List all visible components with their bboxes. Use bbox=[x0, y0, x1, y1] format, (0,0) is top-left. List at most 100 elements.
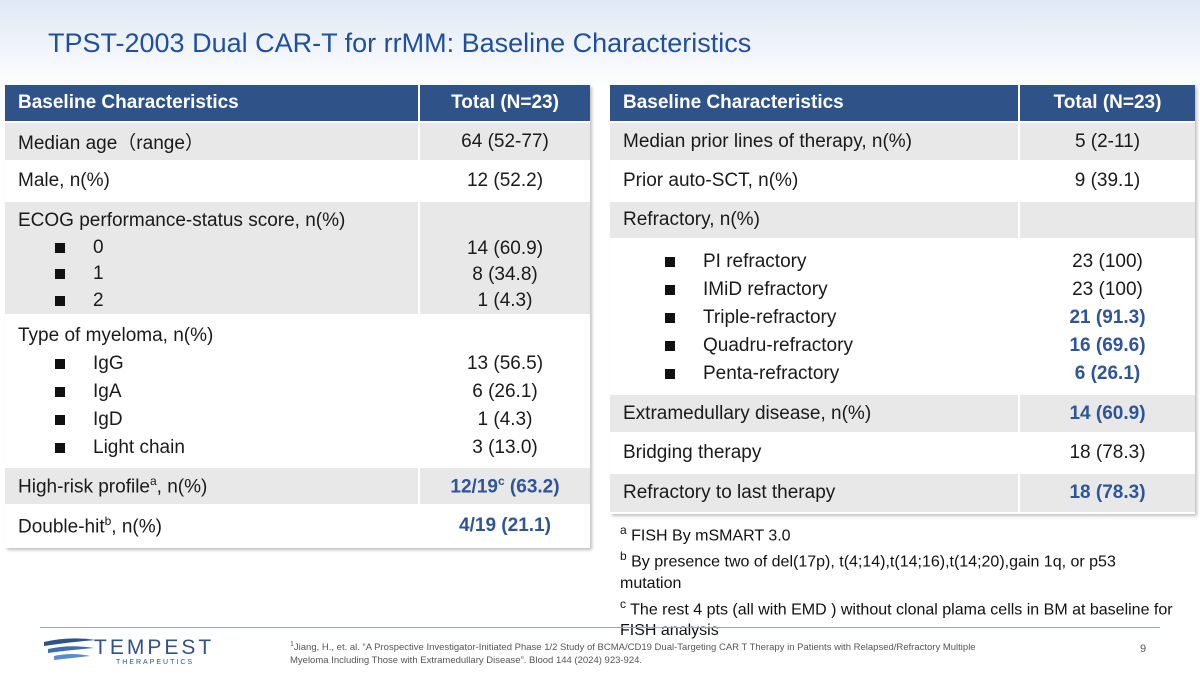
table-row: Double-hitb, n(%) 4/19 (21.1) bbox=[5, 506, 590, 548]
item-label: PI refractory bbox=[703, 251, 807, 272]
header-cell: Baseline Characteristics bbox=[610, 85, 1020, 121]
item: 1 (4.3) bbox=[478, 406, 533, 434]
cell: 13 (56.5) 6 (26.1) 1 (4.3) 3 (13.0) bbox=[420, 316, 590, 466]
row-label: Refractory to last therapy bbox=[623, 482, 835, 504]
item-value: 1 (4.3) bbox=[477, 290, 533, 311]
header-text: Baseline Characteristics bbox=[623, 92, 844, 113]
cell: 64 (52-77) bbox=[420, 123, 590, 160]
footnote-text: By presence two of del(17p), t(4;14),t(1… bbox=[620, 553, 1116, 592]
bullet bbox=[55, 415, 65, 425]
row-value-text: 4/19 (21.1) bbox=[459, 515, 551, 536]
header-cell: Total (N=23) bbox=[1020, 85, 1195, 121]
item: 2 bbox=[18, 288, 104, 315]
item-label: IgD bbox=[93, 409, 123, 430]
row-value-text: 12/19 bbox=[450, 476, 498, 498]
item-label: 1 bbox=[93, 263, 104, 285]
logo-icon bbox=[44, 638, 96, 660]
row-label: Type of myeloma, n(%) bbox=[18, 325, 214, 346]
row-label-text: Extramedullary disease, n(%) bbox=[623, 402, 872, 424]
table-header: Baseline Characteristics Total (N=23) bbox=[5, 85, 590, 123]
item-label: IgA bbox=[93, 381, 122, 402]
footnote: c The rest 4 pts (all with EMD ) without… bbox=[620, 594, 1180, 641]
row-label-text: Double-hit bbox=[18, 516, 105, 538]
item-value: 14 (60.9) bbox=[466, 238, 544, 259]
item: 1 bbox=[18, 261, 104, 288]
footnote-text: FISH By mSMART 3.0 bbox=[626, 527, 791, 545]
item: IgA bbox=[18, 378, 122, 406]
bullet bbox=[55, 359, 65, 369]
cell bbox=[1020, 202, 1195, 238]
item: 13 (56.5) bbox=[467, 350, 543, 378]
cell: Median age（range） bbox=[5, 123, 420, 160]
row-label-text: Median age（range） bbox=[18, 133, 204, 154]
reference-text: Jiang, H., et. al. “A Prospective Invest… bbox=[290, 642, 976, 667]
item-label: Quadru-refractory bbox=[703, 335, 853, 356]
table-row: PI refractory IMiD refractory Triple-refra… bbox=[610, 240, 1195, 395]
row-value-sup: c bbox=[497, 473, 505, 488]
table-row: Prior auto-SCT, n(%) 9 (39.1) bbox=[610, 162, 1195, 202]
row-label: Extramedullary disease, n(%) bbox=[623, 403, 871, 425]
bullet bbox=[665, 341, 675, 351]
item-value: 21 (91.3) bbox=[1069, 307, 1146, 328]
item-value: 8 (34.8) bbox=[472, 264, 538, 285]
row-value-suffix: (63.2) bbox=[504, 476, 560, 498]
item: 3 (13.0) bbox=[472, 434, 537, 462]
item: 16 (69.6) bbox=[1069, 332, 1145, 360]
item: Light chain bbox=[18, 434, 185, 462]
row-label-suffix: , n(%) bbox=[111, 516, 162, 538]
item-value: 13 (56.5) bbox=[466, 353, 544, 374]
item: IgD bbox=[18, 406, 123, 434]
row-value: 14 (60.9) bbox=[1069, 403, 1145, 425]
row-value-text: 5 (2-11) bbox=[1074, 130, 1141, 152]
logo-name: TEMPEST bbox=[94, 636, 215, 659]
item-label: Triple-refractory bbox=[703, 307, 837, 328]
item: Triple-refractory bbox=[623, 304, 836, 332]
table-row: Median age（range） 64 (52-77) bbox=[5, 123, 590, 162]
cell: Bridging therapy bbox=[610, 434, 1020, 472]
item-label: 0 bbox=[93, 236, 104, 258]
footnote-text: The rest 4 pts (all with EMD ) without c… bbox=[620, 600, 1173, 639]
item: 1 (4.3) bbox=[478, 288, 533, 314]
table: Baseline Characteristics Total (N=23) Medi… bbox=[610, 85, 1195, 514]
footnote: a FISH By mSMART 3.0 bbox=[620, 520, 1180, 546]
row-value: 18 (78.3) bbox=[1069, 482, 1145, 504]
row-label-suffix: , n(%) bbox=[156, 476, 208, 498]
table-row: Type of myeloma, n(%) IgG IgA IgD Light chai… bbox=[5, 316, 590, 468]
row-value-text: 18 (78.3) bbox=[1069, 482, 1146, 503]
footnote-mark: c bbox=[620, 596, 626, 611]
footnote: b By presence two of del(17p), t(4;14),t… bbox=[620, 546, 1180, 593]
table-row: Male, n(%) 12 (52.2) bbox=[5, 162, 590, 202]
row-label-text: Refractory to last therapy bbox=[623, 482, 836, 503]
row-label: High-risk profilea, n(%) bbox=[18, 474, 207, 498]
cell: 4/19 (21.1) bbox=[420, 506, 590, 546]
table-row: ECOG performance-status score, n(%) 0 1 2 14… bbox=[5, 202, 590, 316]
item-value: 6 (26.1) bbox=[1074, 363, 1141, 384]
cell: 12/19c (63.2) bbox=[420, 468, 590, 504]
item-value: 23 (100) bbox=[1072, 251, 1143, 272]
footnote-mark: a bbox=[620, 523, 627, 537]
row-value-text: 12 (52.2) bbox=[466, 170, 544, 191]
row-value-text: 9 (39.1) bbox=[1074, 170, 1141, 191]
row-label-sup: a bbox=[149, 473, 157, 488]
bullet bbox=[665, 285, 675, 295]
bullet bbox=[665, 369, 675, 379]
row-label: Prior auto-SCT, n(%) bbox=[623, 170, 798, 192]
item-label: IgG bbox=[93, 353, 124, 374]
header-cell: Baseline Characteristics bbox=[5, 85, 420, 121]
item-labels: PI refractory IMiD refractory Triple-refra… bbox=[610, 240, 1020, 393]
cell: 9 (39.1) bbox=[1020, 162, 1195, 200]
logo-stroke bbox=[54, 654, 90, 660]
slide-title: TPST-2003 Dual CAR-T for rrMM: Baseline … bbox=[48, 28, 752, 58]
cell: Extramedullary disease, n(%) bbox=[610, 395, 1020, 432]
row-label: ECOG performance-status score, n(%) bbox=[18, 210, 346, 232]
row-label: Bridging therapy bbox=[623, 442, 761, 464]
table-header: Baseline Characteristics Total (N=23) bbox=[610, 85, 1195, 123]
row-value-text: 18 (78.3) bbox=[1069, 442, 1146, 463]
cell: 18 (78.3) bbox=[1020, 474, 1195, 512]
item-label: 2 bbox=[93, 289, 104, 311]
row-value: 12/19c (63.2) bbox=[450, 474, 559, 498]
item: 23 (100) bbox=[1072, 276, 1143, 304]
table: Baseline Characteristics Total (N=23) Medi… bbox=[5, 85, 590, 548]
header-text: Total (N=23) bbox=[451, 92, 559, 113]
